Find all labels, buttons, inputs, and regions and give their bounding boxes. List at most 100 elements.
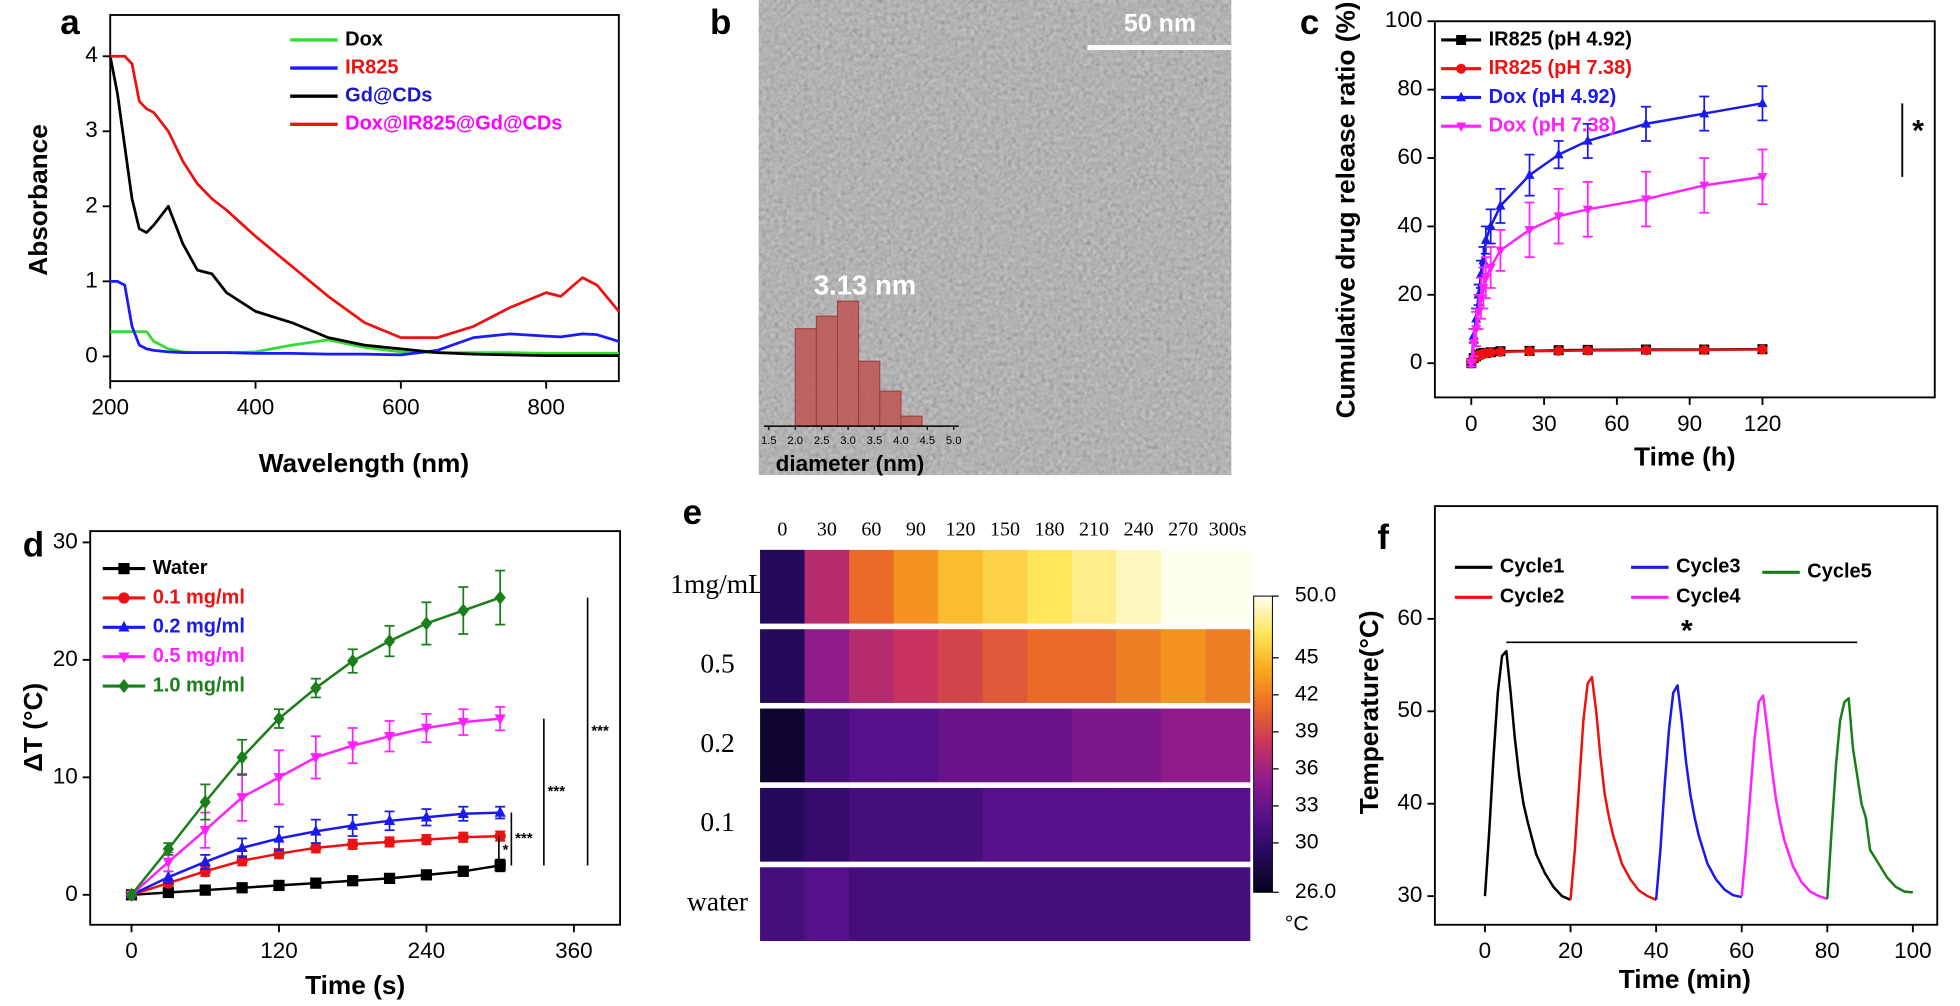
y-tick-label: 20 [53, 646, 78, 671]
data-point [1478, 254, 1489, 265]
colorbar-tick-label: 42 [1295, 681, 1319, 705]
data-point [1757, 344, 1768, 355]
colorbar-tick-label: 45 [1295, 644, 1319, 668]
x-tick-label: 200 [91, 395, 129, 420]
series-line [1654, 684, 1742, 900]
colorbar-tick-label: 26.0 [1295, 879, 1336, 903]
heatmap-cell [1027, 708, 1073, 783]
data-point [1582, 205, 1593, 216]
x-tick-label: 120 [1744, 411, 1782, 436]
y-axis-label: Temperature(°C) [1354, 610, 1384, 814]
plot-frame [109, 14, 620, 383]
data-point [347, 875, 359, 887]
data-point [310, 681, 322, 696]
data-point [1485, 347, 1496, 358]
heatmap-cell [1205, 708, 1251, 783]
heatmap-cell [849, 629, 895, 703]
data-point [383, 836, 396, 848]
histogram-tick-label: 3.5 [867, 435, 883, 447]
legend-label: Dox (pH 7.38) [1489, 114, 1617, 136]
heatmap-cell [760, 708, 805, 783]
heatmap-cell [849, 549, 895, 624]
heatmap-cell [938, 549, 984, 624]
x-tick-label: 30 [1532, 411, 1557, 436]
heatmap-cell [1116, 708, 1162, 783]
y-tick-label: 40 [1397, 790, 1422, 815]
heatmap-cell [938, 629, 984, 703]
histogram-bar [836, 300, 860, 427]
data-point [199, 825, 211, 837]
x-tick-label: 40 [1644, 938, 1669, 963]
data-point [1699, 344, 1710, 355]
data-point [457, 865, 469, 877]
legend-label: IR825 [345, 56, 398, 78]
y-tick-label: 60 [1397, 144, 1422, 169]
plot-frame [1433, 505, 1939, 926]
legend-marker [118, 562, 130, 575]
column-label: 0 [777, 519, 787, 541]
heatmap-cell [893, 708, 939, 783]
x-tick-label: 0 [1479, 938, 1492, 963]
data-point [310, 824, 322, 836]
series-line [1826, 697, 1914, 899]
column-label: 210 [1079, 519, 1109, 541]
heatmap-cell [1116, 867, 1162, 942]
row-label: 1mg/mL [670, 569, 765, 599]
significance-label: * [1912, 114, 1924, 147]
data-point [236, 882, 248, 894]
series-line [1470, 102, 1763, 364]
row-label: 0.2 [700, 728, 734, 758]
significance-label: *** [515, 830, 533, 847]
data-point [347, 654, 359, 669]
heatmap-cell [1116, 787, 1162, 862]
column-label: 90 [906, 519, 926, 541]
heatmap-cell [982, 867, 1028, 942]
colorbar-tick-label: 30 [1295, 830, 1319, 854]
data-point [494, 714, 506, 726]
data-point [1480, 273, 1491, 284]
data-point [199, 884, 211, 896]
x-axis-label: Time (h) [1634, 442, 1736, 472]
column-label: 30 [817, 519, 837, 541]
data-point [347, 819, 359, 830]
data-point [273, 831, 285, 843]
row-label: 0.5 [700, 648, 734, 678]
row-label: water [687, 886, 748, 916]
legend-label: 0.2 mg/ml [153, 616, 245, 638]
significance-label: * [503, 842, 509, 859]
column-label: 270 [1168, 519, 1198, 541]
data-point [236, 750, 248, 765]
column-label: 60 [861, 519, 881, 541]
data-point [1524, 226, 1535, 236]
y-tick-label: 30 [1397, 882, 1422, 907]
histogram-tick-label: 3.0 [840, 435, 856, 447]
column-label: 300s [1209, 519, 1247, 541]
heatmap-cell [893, 549, 939, 624]
data-point [1582, 135, 1593, 145]
panel-letter: a [60, 3, 80, 42]
data-point [1485, 263, 1496, 274]
data-point [383, 814, 396, 826]
data-point [1699, 181, 1710, 192]
column-label: 240 [1124, 519, 1154, 541]
data-point [1553, 148, 1564, 159]
data-point [1480, 234, 1491, 244]
legend-label: Cycle5 [1807, 561, 1871, 583]
legend-marker [1456, 34, 1467, 45]
heatmap-cell [1160, 787, 1206, 862]
data-point [1524, 169, 1535, 179]
heatmap-cell [1027, 549, 1073, 624]
heatmap-cell [982, 787, 1028, 862]
data-point [1699, 107, 1710, 118]
data-point [310, 877, 322, 889]
colorbar-tick-label: 36 [1295, 755, 1319, 779]
data-point [310, 842, 322, 854]
legend-label: Cycle3 [1676, 556, 1740, 578]
data-point [1475, 294, 1486, 304]
heatmap-cell [849, 708, 895, 783]
heatmap-cell [804, 787, 850, 862]
legend-label: 0.1 mg/ml [153, 586, 245, 608]
histogram-bar [815, 315, 838, 427]
legend-label: Water [153, 557, 208, 579]
